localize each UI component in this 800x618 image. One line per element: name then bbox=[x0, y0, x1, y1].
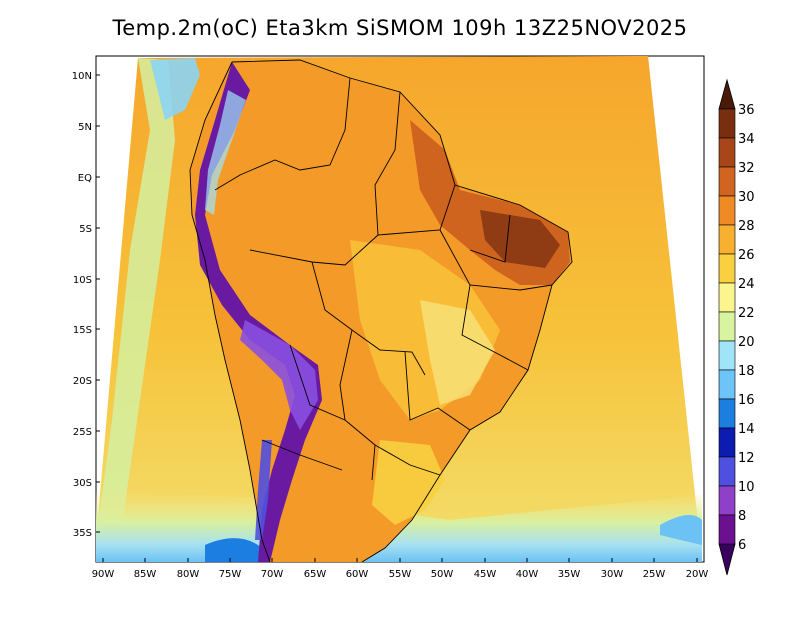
andes-cold-ridge bbox=[195, 62, 322, 562]
pacific-cool-band bbox=[96, 58, 175, 540]
south-brazil bbox=[372, 440, 445, 525]
colorbar-label: 6 bbox=[738, 538, 746, 553]
lon-label: 85W bbox=[134, 569, 157, 580]
latitude-labels: 10N 5N EQ 5S 10S 15S 20S 25S 30S 35S bbox=[72, 71, 92, 539]
colorbar-label: 24 bbox=[738, 277, 755, 292]
lon-label: 65W bbox=[304, 569, 327, 580]
colorbar-bottom-arrow bbox=[718, 543, 736, 576]
colorbar-top-arrow bbox=[718, 78, 736, 110]
lat-label: 5S bbox=[79, 224, 92, 235]
lon-label: 20W bbox=[686, 569, 709, 580]
lon-label: 50W bbox=[431, 569, 454, 580]
lat-label: 35S bbox=[73, 528, 92, 539]
colorbar-segment bbox=[718, 108, 736, 139]
colorbar-segment bbox=[718, 311, 736, 342]
cold-patch-atlantic bbox=[660, 515, 702, 545]
pacific-cold-patch bbox=[150, 58, 200, 120]
lon-label: 55W bbox=[389, 569, 412, 580]
boundaries bbox=[189, 59, 573, 562]
tick-marks bbox=[96, 74, 698, 562]
colorbar-segment bbox=[718, 166, 736, 197]
colorbar-segment bbox=[718, 369, 736, 400]
colorbar-label: 30 bbox=[738, 190, 755, 205]
colorbar-label: 22 bbox=[738, 306, 755, 321]
colorbar-label: 36 bbox=[738, 103, 755, 118]
lon-label: 40W bbox=[516, 569, 539, 580]
lat-label: 20S bbox=[73, 376, 92, 387]
northern-andes-edge bbox=[205, 90, 246, 215]
lon-label: 80W bbox=[177, 569, 200, 580]
colorbar-label: 26 bbox=[738, 248, 755, 263]
cold-patch-chile bbox=[205, 538, 262, 562]
lon-label: 35W bbox=[558, 569, 581, 580]
colorbar-label: 28 bbox=[738, 219, 755, 234]
colorbar-label: 34 bbox=[738, 132, 755, 147]
colorbar-segment bbox=[718, 195, 736, 226]
colorbar-segment bbox=[718, 427, 736, 458]
colorbar-label: 14 bbox=[738, 422, 755, 437]
lat-label: 25S bbox=[73, 427, 92, 438]
colorbar-segment bbox=[718, 456, 736, 487]
colorbar-segment bbox=[718, 253, 736, 284]
colorbar-label: 16 bbox=[738, 393, 755, 408]
colorbar-label: 32 bbox=[738, 161, 755, 176]
map-field bbox=[96, 56, 702, 562]
colorbar-segment bbox=[718, 514, 736, 545]
southeast-mild bbox=[420, 300, 495, 405]
colorbar-label: 12 bbox=[738, 451, 755, 466]
lat-label: 5N bbox=[78, 122, 92, 133]
colorbar-label: 8 bbox=[738, 509, 746, 524]
colorbar-segment bbox=[718, 398, 736, 429]
map-title: Temp.2m(oC) Eta3km SiSMOM 109h 13Z25NOV2… bbox=[112, 16, 688, 40]
altiplano bbox=[240, 320, 318, 430]
lon-label: 60W bbox=[346, 569, 369, 580]
lon-label: 45W bbox=[474, 569, 497, 580]
colorbar-segment bbox=[718, 137, 736, 168]
colorbar-segment bbox=[718, 340, 736, 371]
lat-label: 30S bbox=[73, 478, 92, 489]
hottest-core bbox=[480, 210, 560, 268]
colorbar-label: 20 bbox=[738, 335, 755, 350]
colorbar: 36 34 32 30 28 26 24 22 20 18 16 14 12 1… bbox=[718, 78, 755, 576]
colorbar-segment bbox=[718, 485, 736, 516]
longitude-labels: 90W 85W 80W 75W 70W 65W 60W 55W 50W 45W … bbox=[92, 569, 709, 580]
colorbar-label: 10 bbox=[738, 480, 755, 495]
southern-andes bbox=[255, 440, 272, 540]
colorbar-label: 18 bbox=[738, 364, 755, 379]
lat-label: 15S bbox=[73, 325, 92, 336]
lon-label: 90W bbox=[92, 569, 115, 580]
colorbar-segment bbox=[718, 224, 736, 255]
lon-label: 30W bbox=[601, 569, 624, 580]
lon-label: 75W bbox=[219, 569, 242, 580]
lat-label: 10N bbox=[72, 71, 92, 82]
lat-label: 10S bbox=[73, 275, 92, 286]
lon-label: 25W bbox=[643, 569, 666, 580]
colorbar-segment bbox=[718, 282, 736, 313]
lat-label: EQ bbox=[78, 173, 92, 184]
lon-label: 70W bbox=[261, 569, 284, 580]
